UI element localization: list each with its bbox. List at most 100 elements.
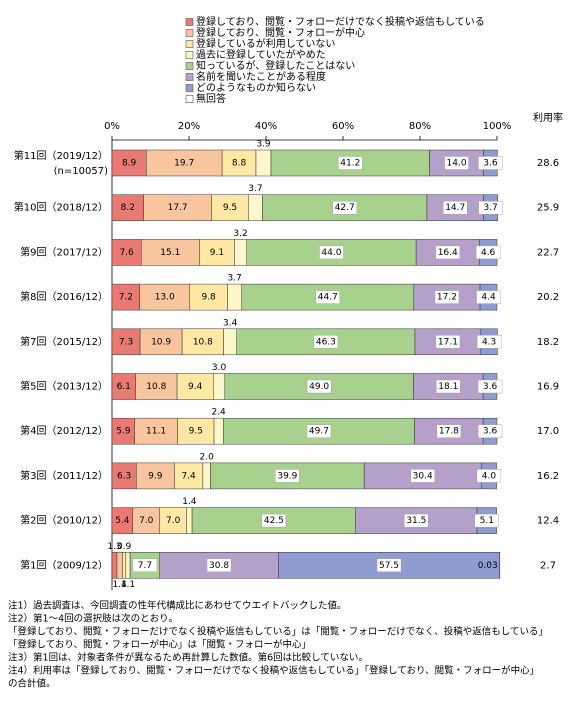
label-box — [275, 469, 300, 483]
usage-value: 17.0 — [537, 426, 559, 437]
value-label: 44.0 — [321, 248, 341, 258]
legend-swatch — [185, 95, 194, 103]
note: の合計値。 — [8, 678, 56, 690]
value-label: 9.5 — [189, 427, 203, 437]
legend-swatch — [185, 40, 194, 48]
bar-segment — [111, 552, 118, 579]
bar-segment — [139, 328, 183, 356]
value-label: 1.4 — [113, 580, 128, 590]
value-label: 3.0 — [212, 363, 227, 373]
note: 注4）利用率は「登録しており、閲覧・フォローだけでなく投稿や返信もしている」「登… — [8, 665, 539, 677]
legend-label: 登録しているが利用していない — [196, 37, 335, 50]
category-label: 第9回（2017/12） — [20, 245, 108, 258]
label-box — [478, 200, 503, 215]
label-box — [410, 469, 435, 483]
legend-label: 登録しており、閲覧・フォローだけでなく投稿や返信もしている — [196, 15, 485, 28]
value-label: 8.9 — [122, 159, 137, 169]
x-tick-label: 100% — [483, 121, 512, 132]
bar-segment — [202, 462, 211, 490]
usage-value: 16.9 — [537, 382, 559, 393]
note: 注1）過去調査は、今回調査の性年代構成比にあわせてウエイトバックした値。 — [8, 600, 347, 612]
value-label: 10.8 — [146, 382, 166, 392]
note: 注3）第1回は、対象者条件が異なるため再計算した数値。第6回は比較していない。 — [8, 652, 368, 664]
value-label: 8.2 — [121, 203, 135, 213]
value-label: 3.6 — [483, 382, 498, 392]
category-label: 第2回（2010/12） — [20, 514, 108, 527]
legend-swatch — [185, 84, 194, 92]
value-label: 0.03 — [478, 561, 498, 571]
label-box — [476, 335, 502, 349]
bar-segment — [125, 552, 131, 579]
x-tick-label: 80% — [409, 121, 431, 132]
x-tick-label: 0% — [104, 121, 120, 132]
note: 注2）第1～4回の選択肢は次のとおり。 — [8, 613, 178, 625]
category-label: 第3回（2011/12） — [20, 469, 108, 482]
legend-label: どのようなものか知らない — [196, 81, 316, 94]
bar-segment — [111, 194, 144, 221]
usage-value: 18.2 — [537, 337, 559, 348]
bar-segment — [122, 552, 127, 579]
value-label: 7.7 — [138, 561, 152, 571]
bar-segment — [135, 373, 178, 400]
category-label: 第7回（2015/12） — [20, 335, 108, 348]
category-label: 第10回（2018/12） — [14, 201, 108, 214]
value-label: 3.6 — [483, 427, 498, 437]
label-box — [319, 245, 344, 260]
value-label: 1.3 — [107, 542, 121, 552]
label-box — [434, 290, 460, 304]
category-label: 第1回（2009/12） — [20, 558, 108, 571]
usage-value: 12.4 — [537, 516, 559, 527]
value-label: 30.4 — [413, 471, 433, 481]
label-box — [444, 156, 469, 170]
sample-size: (n=10057) — [54, 166, 108, 177]
value-label: 9.5 — [223, 203, 237, 213]
legend-label: 無回答 — [196, 92, 226, 105]
value-label: 7.3 — [119, 337, 133, 347]
bar-segment — [111, 283, 140, 311]
category-label: 第5回（2013/12） — [20, 380, 108, 393]
bar-segment — [177, 417, 215, 445]
note: 「登録しており、閲覧・フォローだけでなく投稿や返信もしている」は「閲覧・フォロー… — [8, 626, 548, 638]
label-box — [475, 245, 501, 260]
legend-swatch — [185, 51, 194, 59]
value-label: 9.1 — [210, 248, 224, 258]
legend-swatch — [185, 29, 194, 37]
legend-label: 登録しており、閲覧・フォローが中心 — [196, 26, 365, 39]
bar-segment — [146, 149, 223, 177]
legend-label: 知っているが、登録したことはない — [196, 59, 355, 72]
value-label: 17.8 — [439, 427, 459, 437]
value-label: 41.2 — [340, 159, 360, 169]
bar-segment — [176, 373, 214, 400]
value-label: 3.7 — [483, 203, 497, 213]
usage-title: 利用率 — [533, 111, 563, 124]
value-label: 10.9 — [151, 337, 171, 347]
value-label: 6.3 — [117, 471, 131, 481]
bar-segment — [111, 462, 137, 490]
value-label: 4.0 — [482, 471, 497, 481]
value-label: 4.4 — [481, 293, 496, 303]
bar-segment — [223, 328, 237, 356]
bar-segment — [213, 373, 226, 400]
value-label: 7.0 — [139, 516, 154, 526]
value-label: 31.5 — [406, 516, 426, 526]
bar-segment — [136, 462, 175, 490]
value-label: 5.1 — [480, 516, 494, 526]
label-box — [435, 335, 461, 349]
label-box — [404, 513, 429, 528]
label-box — [261, 513, 287, 528]
value-label: 3.7 — [248, 184, 262, 194]
legend-label: 過去に登録していたがやめた — [196, 48, 326, 61]
value-label: 6.1 — [117, 382, 131, 392]
label-box — [313, 335, 339, 349]
x-tick-label: 20% — [178, 121, 200, 132]
value-label: 5.4 — [115, 516, 130, 526]
value-label: 7.4 — [181, 471, 196, 481]
value-label: 49.0 — [309, 382, 329, 392]
label-box — [436, 424, 462, 438]
value-label: 3.6 — [483, 159, 498, 169]
legend-swatch — [185, 62, 194, 70]
bar-segment — [213, 417, 224, 445]
value-label: 4.3 — [482, 337, 496, 347]
value-label: 9.9 — [148, 471, 163, 481]
value-label: 9.8 — [201, 293, 216, 303]
